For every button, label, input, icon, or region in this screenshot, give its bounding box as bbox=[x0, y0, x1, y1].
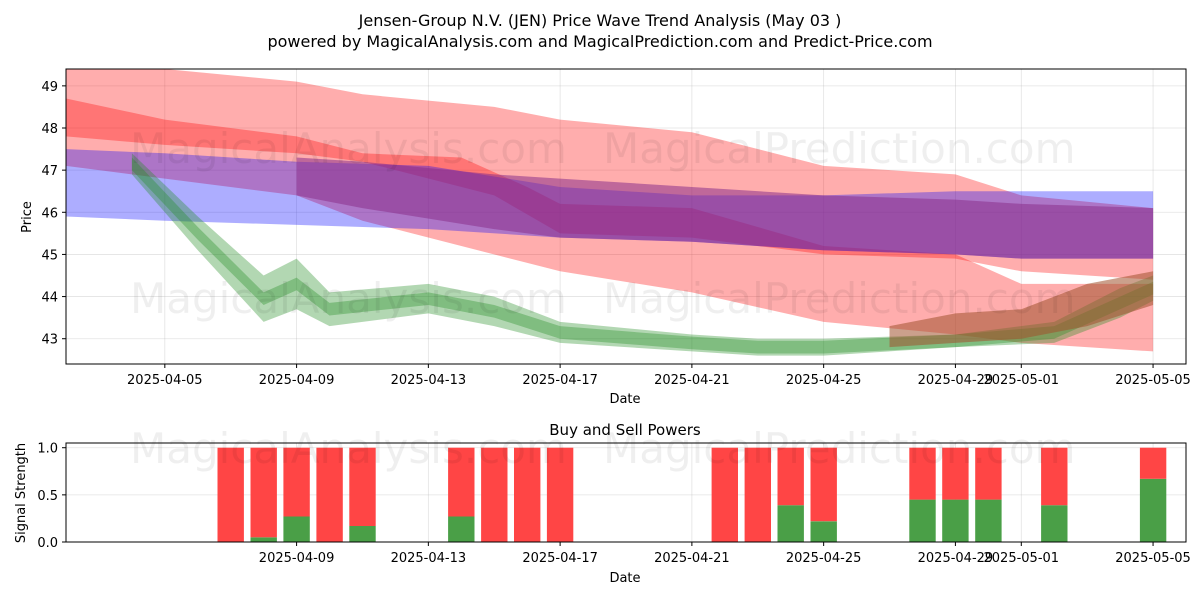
watermark-prediction-bottom: MagicalPrediction.com bbox=[603, 424, 1076, 473]
sell-bar bbox=[909, 447, 936, 500]
price-y-tick-label: 49 bbox=[41, 80, 58, 95]
sell-bar bbox=[349, 447, 376, 526]
buy-bar bbox=[975, 499, 1002, 542]
buy-bar bbox=[349, 526, 376, 542]
buy-sell-x-tick-label: 2025-04-17 bbox=[522, 551, 598, 566]
buy-bar bbox=[283, 516, 310, 542]
sell-bar bbox=[481, 447, 508, 542]
buy-sell-axes-frame bbox=[65, 442, 1187, 543]
price-bands bbox=[66, 69, 1154, 356]
buy-sell-y-axis-label: Signal Strength bbox=[14, 443, 29, 543]
price-x-tick-label: 2025-05-01 bbox=[984, 373, 1060, 388]
watermark-analysis-top-1: MagicalAnalysis.com bbox=[130, 124, 567, 173]
buy-sell-y-tick-label: 1.0 bbox=[37, 442, 58, 457]
price-wave-panel: MagicalAnalysis.com MagicalPrediction.co… bbox=[20, 68, 1191, 407]
sell-bar bbox=[942, 447, 969, 500]
buy-bar bbox=[942, 499, 969, 542]
buy-bar bbox=[1041, 505, 1068, 542]
watermark-prediction-top-2: MagicalPrediction.com bbox=[603, 274, 1076, 323]
sell-bar bbox=[448, 447, 475, 517]
sell-bar bbox=[316, 447, 343, 542]
sell-bar bbox=[777, 447, 804, 506]
buy-sell-x-axis-label: Date bbox=[609, 571, 640, 586]
band-purple-overlap bbox=[296, 157, 1154, 259]
sell-bar bbox=[283, 447, 310, 517]
sell-bar bbox=[1139, 447, 1167, 479]
price-y-tick-label: 46 bbox=[41, 206, 58, 221]
sell-bar bbox=[546, 447, 574, 542]
buy-bar bbox=[250, 537, 277, 542]
sell-bar bbox=[250, 447, 277, 538]
sell-bar bbox=[744, 447, 771, 542]
buy-sell-x-tick-label: 2025-04-21 bbox=[654, 551, 730, 566]
chart-subtitle: powered by MagicalAnalysis.com and Magic… bbox=[267, 32, 932, 51]
sell-bar bbox=[217, 447, 244, 542]
buy-sell-x-tick-label: 2025-04-29 bbox=[918, 551, 994, 566]
sell-bar bbox=[514, 447, 541, 542]
band-green bbox=[131, 153, 1154, 356]
price-y-tick-label: 48 bbox=[41, 122, 58, 137]
buy-sell-y-tick-label: 0.0 bbox=[37, 536, 58, 551]
buy-sell-title: Buy and Sell Powers bbox=[549, 421, 701, 439]
price-x-tick-label: 2025-04-09 bbox=[259, 373, 335, 388]
buy-bar bbox=[448, 516, 475, 542]
price-x-tick-label: 2025-04-21 bbox=[654, 373, 730, 388]
price-x-tick-label: 2025-05-05 bbox=[1115, 373, 1191, 388]
buy-sell-x-tick-label: 2025-04-25 bbox=[786, 551, 862, 566]
sell-bar bbox=[1041, 447, 1068, 506]
price-y-tick-label: 45 bbox=[41, 248, 58, 263]
price-y-ticks: 43 44 45 46 47 48 49 bbox=[41, 80, 66, 348]
buy-sell-x-tick-label: 2025-04-13 bbox=[391, 551, 467, 566]
band-green-core bbox=[131, 157, 1154, 354]
price-x-ticks: 2025-04-05 2025-04-09 2025-04-13 2025-04-17… bbox=[127, 364, 1191, 388]
sell-bar bbox=[975, 447, 1002, 500]
price-y-tick-label: 47 bbox=[41, 164, 58, 179]
price-y-axis-label: Price bbox=[20, 201, 35, 233]
buy-sell-y-ticks: 0.0 0.5 1.0 bbox=[37, 442, 66, 551]
watermark-analysis-bottom: MagicalAnalysis.com bbox=[130, 424, 567, 473]
price-x-tick-label: 2025-04-29 bbox=[918, 373, 994, 388]
chart-title: Jensen-Group N.V. (JEN) Price Wave Trend… bbox=[358, 11, 842, 30]
buy-sell-bars bbox=[217, 447, 1167, 542]
buy-bar bbox=[909, 499, 936, 542]
sell-bar bbox=[711, 447, 738, 542]
watermark-prediction-top-1: MagicalPrediction.com bbox=[603, 124, 1076, 173]
price-y-tick-label: 44 bbox=[41, 291, 58, 306]
price-x-tick-label: 2025-04-25 bbox=[786, 373, 862, 388]
watermark-analysis-top-2: MagicalAnalysis.com bbox=[130, 274, 567, 323]
buy-sell-y-tick-label: 0.5 bbox=[37, 489, 58, 504]
buy-sell-x-tick-label: 2025-04-09 bbox=[259, 551, 335, 566]
sell-bar bbox=[810, 447, 837, 522]
price-y-tick-label: 43 bbox=[41, 333, 58, 348]
buy-sell-x-tick-label: 2025-05-05 bbox=[1115, 551, 1191, 566]
buy-bar bbox=[777, 505, 804, 542]
buy-bar bbox=[1139, 478, 1167, 542]
price-x-tick-label: 2025-04-13 bbox=[391, 373, 467, 388]
buy-sell-x-tick-label: 2025-05-01 bbox=[984, 551, 1060, 566]
buy-sell-x-ticks: 2025-04-09 2025-04-13 2025-04-17 2025-04-21… bbox=[259, 542, 1191, 566]
price-x-tick-label: 2025-04-05 bbox=[127, 373, 203, 388]
price-x-tick-label: 2025-04-17 bbox=[522, 373, 598, 388]
band-orange-overlap bbox=[889, 271, 1154, 348]
buy-sell-panel: Buy and Sell Powers MagicalAnalysis.com … bbox=[14, 421, 1191, 586]
price-x-axis-label: Date bbox=[609, 392, 640, 407]
buy-bar bbox=[810, 521, 837, 542]
price-axes-frame bbox=[65, 68, 1187, 365]
